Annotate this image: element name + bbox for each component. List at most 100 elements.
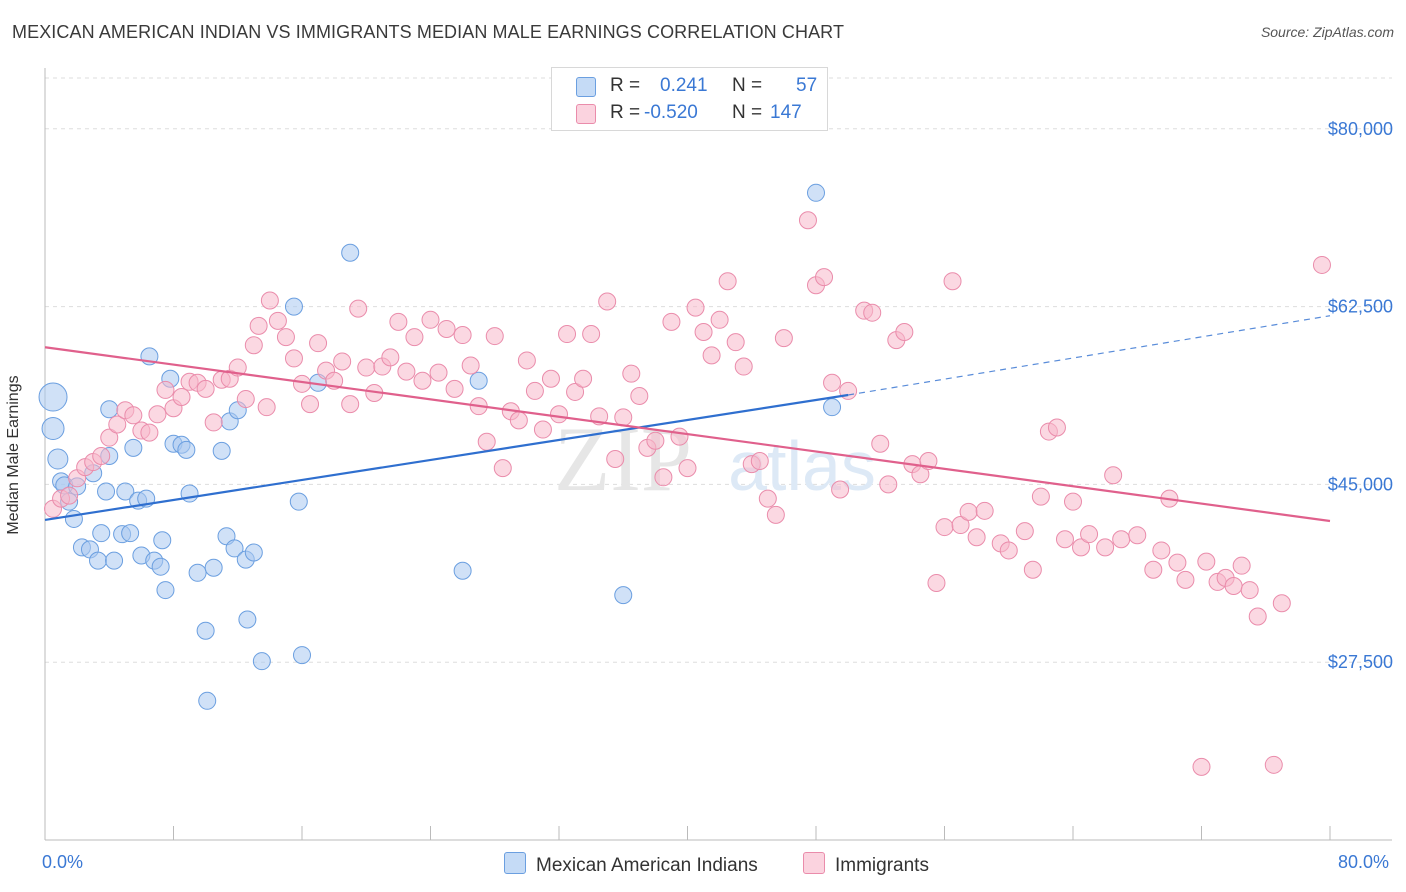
data-point: [1152, 541, 1171, 560]
data-point: [293, 646, 311, 665]
data-point: [100, 400, 119, 419]
data-point: [301, 395, 320, 414]
data-point: [686, 298, 705, 317]
data-point: [1080, 525, 1099, 544]
data-point: [140, 423, 159, 442]
bottom-legend-swatch-blue: [504, 852, 526, 874]
data-point: [289, 492, 308, 511]
data-point: [1015, 522, 1034, 541]
data-point: [453, 561, 472, 580]
data-point: [1104, 466, 1123, 485]
data-point: [598, 292, 617, 311]
y-tick-label: $80,000: [1328, 119, 1393, 139]
data-point: [212, 441, 231, 460]
data-point: [148, 405, 167, 424]
chart-title: MEXICAN AMERICAN INDIAN VS IMMIGRANTS ME…: [12, 22, 845, 42]
data-point: [437, 319, 456, 338]
data-point: [718, 272, 737, 291]
correlation-legend: R = 0.241 N = 57 R = -0.520 N = 147: [551, 67, 828, 131]
data-point: [871, 434, 890, 453]
data-point: [268, 311, 287, 330]
data-point: [397, 362, 416, 381]
data-point: [309, 334, 328, 353]
data-point: [156, 380, 175, 399]
data-point: [1224, 577, 1243, 595]
data-point: [196, 621, 215, 640]
data-point: [116, 482, 135, 501]
data-point: [606, 450, 625, 468]
data-point: [333, 352, 352, 371]
data-point: [284, 297, 303, 316]
data-point: [92, 446, 111, 465]
data-point: [662, 312, 681, 331]
data-point: [461, 356, 480, 375]
data-point: [196, 379, 215, 398]
data-point: [823, 398, 842, 417]
data-point: [124, 438, 143, 457]
x-tick-min: 0.0%: [42, 852, 84, 872]
data-point: [236, 390, 255, 409]
data-point: [244, 336, 263, 355]
data-point: [1055, 530, 1074, 549]
trend-line-extension: [848, 315, 1331, 396]
data-point: [1072, 538, 1091, 557]
y-tick-label: $62,500: [1328, 297, 1393, 317]
data-point: [726, 333, 745, 352]
data-point: [64, 509, 83, 528]
data-point: [999, 541, 1018, 560]
data-point: [895, 323, 914, 341]
data-point: [47, 448, 69, 470]
data-point: [1144, 560, 1163, 579]
source-credit: Source: ZipAtlas.com: [1260, 24, 1394, 40]
data-point: [967, 528, 986, 547]
axes: [44, 68, 1392, 841]
data-point: [151, 557, 170, 576]
data-point: [622, 364, 641, 383]
data-point: [172, 388, 191, 407]
data-point: [105, 551, 124, 570]
data-point: [766, 505, 785, 524]
data-point: [863, 303, 882, 322]
data-point: [558, 325, 577, 344]
data-point: [121, 524, 140, 543]
data-point: [710, 310, 729, 329]
data-point: [453, 326, 472, 345]
data-point: [1264, 755, 1283, 774]
data-point: [734, 357, 753, 376]
data-point: [574, 369, 593, 388]
legend-r-value: -0.520: [644, 102, 698, 123]
data-point: [97, 482, 116, 501]
data-point: [225, 539, 244, 558]
data-point: [41, 417, 65, 441]
data-point: [284, 349, 303, 368]
data-point: [177, 440, 196, 459]
data-point: [198, 691, 217, 710]
data-point: [1023, 560, 1042, 579]
data-point: [1064, 492, 1082, 511]
legend-r-label: R =: [610, 75, 641, 96]
data-point: [1197, 552, 1216, 571]
data-point: [257, 398, 276, 417]
data-point: [1272, 594, 1291, 613]
data-point: [341, 395, 360, 414]
data-point: [1031, 487, 1050, 506]
data-point: [341, 243, 360, 262]
data-point: [349, 299, 368, 318]
data-point: [975, 501, 994, 520]
legend-r-label: R =: [610, 102, 641, 123]
data-point: [244, 543, 263, 562]
data-point: [566, 382, 585, 401]
y-tick-labels: $27,500 $45,000 $62,500 $80,000: [1328, 119, 1393, 672]
data-point: [951, 516, 970, 535]
data-point: [1312, 255, 1331, 274]
data-point: [582, 325, 601, 344]
bottom-legend-mexican-american-indians: Mexican American Indians: [504, 852, 758, 877]
data-point: [879, 475, 898, 494]
data-point: [1192, 757, 1211, 776]
data-point: [541, 369, 560, 388]
data-point: [943, 272, 962, 291]
data-point: [249, 316, 268, 335]
data-point: [381, 348, 400, 367]
bottom-legend-swatch-pink: [803, 852, 825, 874]
